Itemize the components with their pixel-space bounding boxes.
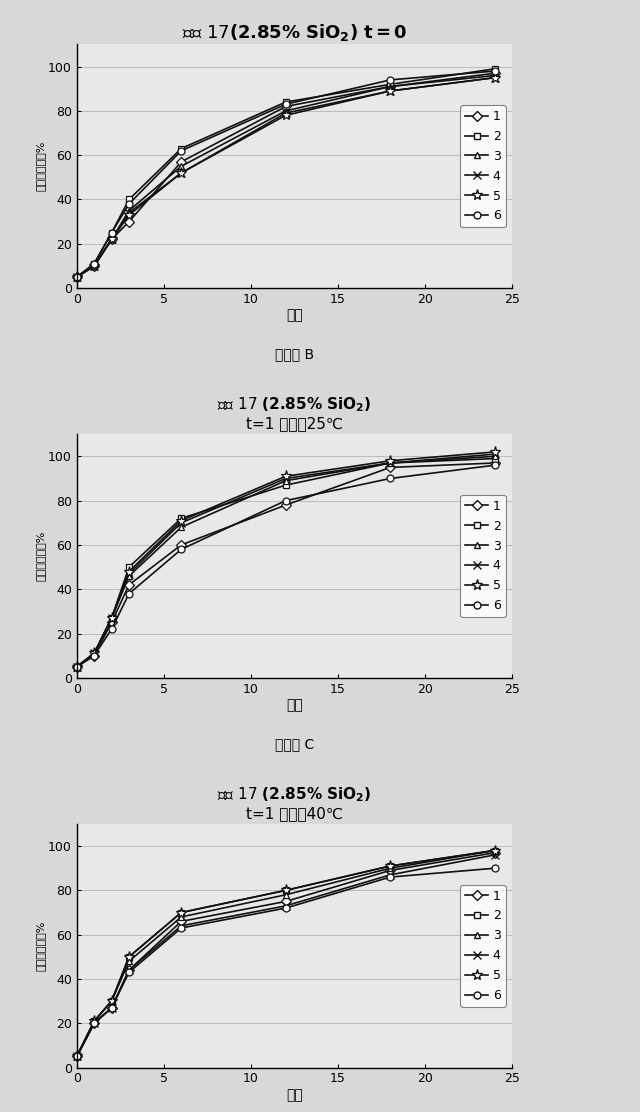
Y-axis label: 累積薬物放出%: 累積薬物放出% — [35, 530, 45, 582]
Y-axis label: 累積薬物放出%: 累積薬物放出% — [35, 141, 45, 191]
Y-axis label: 累積薬物放出%: 累積薬物放出% — [35, 921, 45, 971]
Text: パネル B: パネル B — [275, 347, 314, 361]
Legend: 1, 2, 3, 4, 5, 6: 1, 2, 3, 4, 5, 6 — [460, 105, 506, 228]
Title: 製剤 17 $\mathbf{(2.85\%\ SiO_2)}$
t=1 カ月、25℃: 製剤 17 $\mathbf{(2.85\%\ SiO_2)}$ t=1 カ月、… — [218, 396, 371, 431]
Text: パネル C: パネル C — [275, 737, 314, 751]
X-axis label: 時間: 時間 — [286, 309, 303, 322]
Legend: 1, 2, 3, 4, 5, 6: 1, 2, 3, 4, 5, 6 — [460, 495, 506, 617]
Title: 製剤 17 $\mathbf{(2.85\%\ SiO_2)}$
t=1 カ月、40℃: 製剤 17 $\mathbf{(2.85\%\ SiO_2)}$ t=1 カ月、… — [218, 785, 371, 822]
Title: 製剤 17$\mathbf{(2.85\%\ SiO_2)\ t{=}0}$: 製剤 17$\mathbf{(2.85\%\ SiO_2)\ t{=}0}$ — [182, 21, 407, 42]
X-axis label: 時間: 時間 — [286, 1089, 303, 1102]
X-axis label: 時間: 時間 — [286, 698, 303, 713]
Legend: 1, 2, 3, 4, 5, 6: 1, 2, 3, 4, 5, 6 — [460, 884, 506, 1007]
